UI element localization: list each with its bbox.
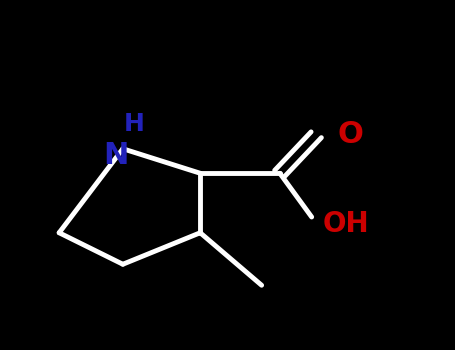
Text: O: O (338, 120, 363, 149)
Text: OH: OH (323, 210, 369, 238)
Text: N: N (103, 141, 129, 170)
Text: H: H (124, 112, 145, 136)
